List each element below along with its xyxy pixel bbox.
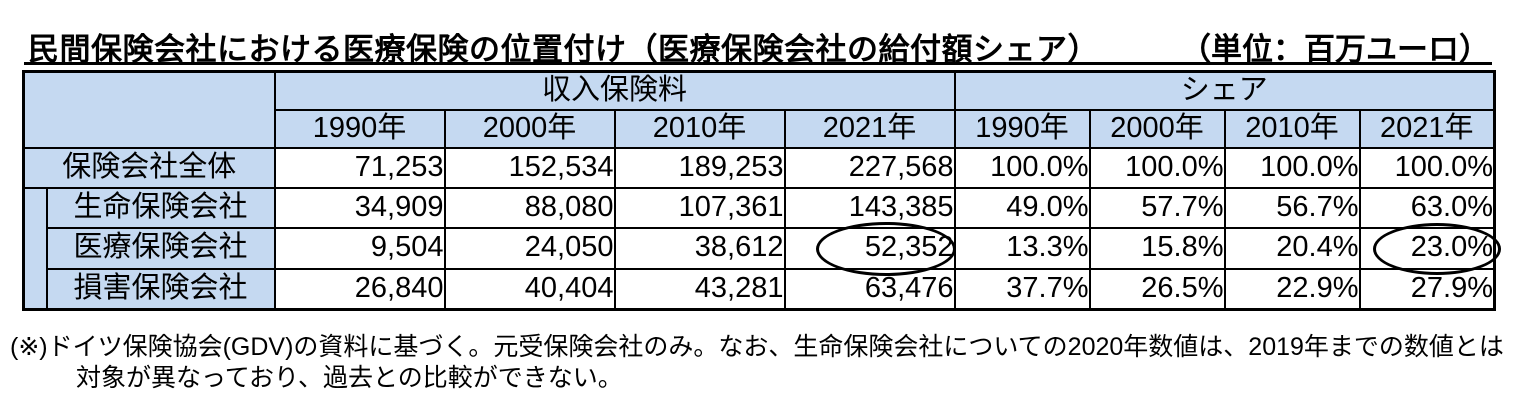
premium-value-cell: 189,253 xyxy=(613,146,786,189)
share-value-cell: 56.7% xyxy=(1223,186,1361,229)
year-header-premium-1990: 1990年 xyxy=(273,108,446,149)
col-group-header-share: シェア xyxy=(953,70,1496,111)
table-row-all-insurers: 保険会社全体 71,253 152,534 189,253 227,568 10… xyxy=(22,146,1496,189)
share-value-cell: 100.0% xyxy=(1358,146,1496,189)
unit-label: （単位：百万ユーロ） xyxy=(1180,32,1490,67)
share-value-cell: 57.7% xyxy=(1088,186,1226,229)
figure-title: 民間保険会社における医療保険の位置付け（医療保険会社の給付額シェア） xyxy=(28,32,1099,67)
premium-value-cell: 24,050 xyxy=(443,226,616,270)
share-2021-medical-value: 23.0% xyxy=(1410,231,1494,264)
premium-value-cell: 34,909 xyxy=(273,186,446,229)
premium-value-cell: 227,568 xyxy=(783,146,956,189)
premium-value-cell: 63,476 xyxy=(783,267,956,311)
share-value-cell: 26.5% xyxy=(1088,267,1226,311)
share-value-cell: 100.0% xyxy=(1223,146,1361,189)
premium-value-cell: 40,404 xyxy=(443,267,616,311)
share-value-cell: 27.9% xyxy=(1358,267,1496,311)
header-row-years: 1990年 2000年 2010年 2021年 1990年 2000年 2010… xyxy=(24,108,1496,149)
premium-value-cell: 143,385 xyxy=(783,186,956,229)
year-header-share-2021: 2021年 xyxy=(1358,108,1496,149)
row-label-medical-insurers: 医療保険会社 xyxy=(45,226,276,270)
year-header-share-2010: 2010年 xyxy=(1223,108,1361,149)
premium-value-cell-circled: 52,352 xyxy=(783,221,956,276)
share-value-cell-circled: 23.0% xyxy=(1358,222,1502,275)
row-label-all-insurers: 保険会社全体 xyxy=(22,146,276,189)
table-row-medical-insurers: 医療保険会社 9,504 24,050 38,612 52,352 13.3% … xyxy=(24,221,1502,276)
row-indent-spacer-cell xyxy=(22,186,48,311)
premium-value-cell: 9,504 xyxy=(273,226,446,270)
year-header-premium-2000: 2000年 xyxy=(443,108,616,149)
share-value-cell: 49.0% xyxy=(953,186,1091,229)
data-table: 収入保険料 シェア 1990年 2000年 2010年 2021年 1990年 … xyxy=(22,70,1502,311)
premium-2021-medical-value: 52,352 xyxy=(864,231,954,264)
year-header-premium-2010: 2010年 xyxy=(613,108,786,149)
footnote-line-1: (※)ドイツ保険協会(GDV)の資料に基づく。元受保険会社のみ。なお、生命保険会… xyxy=(10,333,1504,361)
header-corner-blank-cell xyxy=(22,70,276,149)
premium-value-cell: 152,534 xyxy=(443,146,616,189)
share-value-cell: 22.9% xyxy=(1223,267,1361,311)
premium-value-cell: 107,361 xyxy=(613,186,786,229)
title-underline xyxy=(24,62,1492,65)
premium-value-cell: 38,612 xyxy=(613,226,786,270)
table-row-life-insurers: 生命保険会社 34,909 88,080 107,361 143,385 49.… xyxy=(22,186,1496,311)
premium-value-cell: 26,840 xyxy=(273,267,446,311)
year-header-share-1990: 1990年 xyxy=(953,108,1091,149)
premium-value-cell: 71,253 xyxy=(273,146,446,189)
year-header-premium-2021: 2021年 xyxy=(783,108,956,149)
share-value-cell: 63.0% xyxy=(1358,186,1496,229)
header-row-groups: 収入保険料 シェア xyxy=(22,70,1496,149)
premium-value-cell: 43,281 xyxy=(613,267,786,311)
premium-value-cell: 88,080 xyxy=(443,186,616,229)
footnote-line-2: 対象が異なっており、過去との比較ができない。 xyxy=(76,364,623,392)
share-value-cell: 20.4% xyxy=(1223,226,1361,270)
table-row-nonlife-insurers: 損害保険会社 26,840 40,404 43,281 63,476 37.7%… xyxy=(24,267,1496,311)
col-group-header-premium-income: 収入保険料 xyxy=(273,70,956,111)
share-value-cell: 15.8% xyxy=(1088,226,1226,270)
share-value-cell: 37.7% xyxy=(953,267,1091,311)
row-label-life-insurers: 生命保険会社 xyxy=(45,186,276,229)
share-value-cell: 100.0% xyxy=(953,146,1091,189)
share-value-cell: 100.0% xyxy=(1088,146,1226,189)
row-label-nonlife-insurers: 損害保険会社 xyxy=(45,267,276,311)
year-header-share-2000: 2000年 xyxy=(1088,108,1226,149)
share-value-cell: 13.3% xyxy=(953,226,1091,270)
